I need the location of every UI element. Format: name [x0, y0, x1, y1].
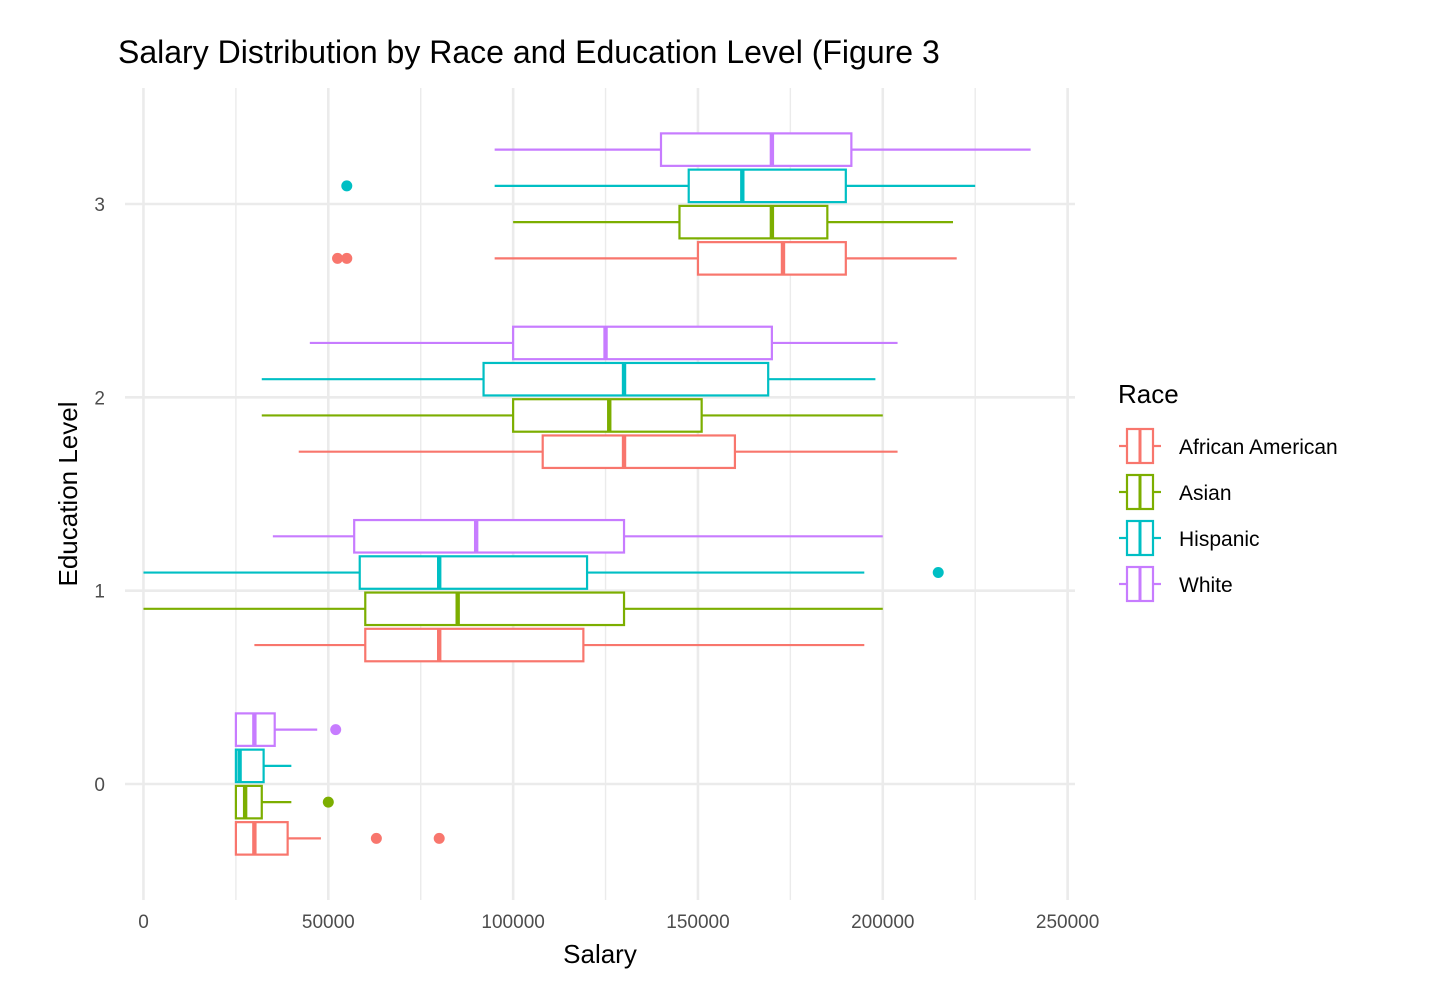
x-tick-label: 0 [138, 912, 149, 933]
box-iqr [678, 204, 829, 240]
x-axis-ticks: 0 50000 100000 150000 200000 250000 [138, 912, 1099, 933]
outlier-point [332, 252, 344, 264]
legend-item-asian: Asian [1119, 473, 1232, 511]
boxplot-marks [143, 132, 1031, 856]
legend: Race African American Asian Hispanic White [1118, 379, 1338, 603]
legend-title: Race [1118, 379, 1179, 409]
y-axis-title: Education Level [53, 401, 83, 586]
y-tick-label: 2 [94, 388, 105, 409]
x-tick-label: 150000 [666, 912, 729, 933]
x-tick-label: 200000 [851, 912, 914, 933]
boxplot-hispanic-level-0 [234, 748, 292, 784]
boxplot-white-level-2 [309, 325, 898, 361]
boxplot-white-level-1 [272, 518, 883, 554]
x-tick-label: 100000 [481, 912, 544, 933]
gridlines [125, 88, 1075, 900]
legend-label: African American [1179, 436, 1338, 459]
boxplot-hispanic-level-1 [143, 555, 944, 590]
outlier-point [370, 832, 382, 844]
boxplot-african-american-level-2 [298, 434, 898, 470]
y-axis-ticks: 0 1 2 3 [94, 195, 105, 796]
boxplot-hispanic-level-3 [341, 168, 976, 204]
boxplot-asian-level-2 [261, 398, 883, 433]
x-tick-label: 250000 [1036, 912, 1099, 933]
y-tick-label: 3 [94, 195, 105, 216]
box-iqr [234, 821, 289, 856]
legend-label: Hispanic [1179, 528, 1260, 551]
box-iqr [358, 555, 589, 590]
boxplot-asian-level-1 [143, 591, 883, 627]
outlier-point [341, 252, 353, 264]
box-iqr [512, 325, 773, 361]
legend-item-white: White [1119, 565, 1233, 603]
box-iqr [687, 168, 847, 204]
boxplot-asian-level-0 [234, 784, 334, 820]
y-tick-label: 0 [94, 775, 105, 796]
x-axis-title: Salary [563, 939, 637, 969]
boxplot-african-american-level-3 [332, 241, 957, 276]
boxplot-white-level-0 [234, 712, 342, 747]
box-iqr [353, 518, 626, 554]
legend-label: White [1179, 574, 1233, 597]
outlier-point [330, 724, 342, 736]
box-iqr [659, 132, 853, 167]
legend-item-african-american: African American [1119, 427, 1338, 465]
boxplot-african-american-level-0 [234, 821, 445, 856]
box-iqr [541, 434, 737, 470]
box-iqr [234, 784, 263, 820]
boxplot-african-american-level-1 [254, 627, 865, 663]
outlier-point [433, 832, 445, 844]
outlier-point [322, 796, 334, 808]
chart-title: Salary Distribution by Race and Educatio… [118, 34, 940, 70]
outlier-point [341, 180, 353, 192]
box-iqr [364, 591, 626, 627]
y-tick-label: 1 [94, 582, 105, 603]
box-iqr [364, 627, 585, 663]
box-iqr [696, 241, 847, 276]
legend-item-hispanic: Hispanic [1119, 519, 1260, 557]
boxplot-asian-level-3 [513, 204, 954, 240]
outlier-point [932, 567, 944, 579]
x-tick-label: 50000 [302, 912, 355, 933]
boxplot-hispanic-level-2 [261, 361, 876, 397]
legend-label: Asian [1179, 482, 1232, 505]
boxplot-white-level-3 [494, 132, 1031, 167]
